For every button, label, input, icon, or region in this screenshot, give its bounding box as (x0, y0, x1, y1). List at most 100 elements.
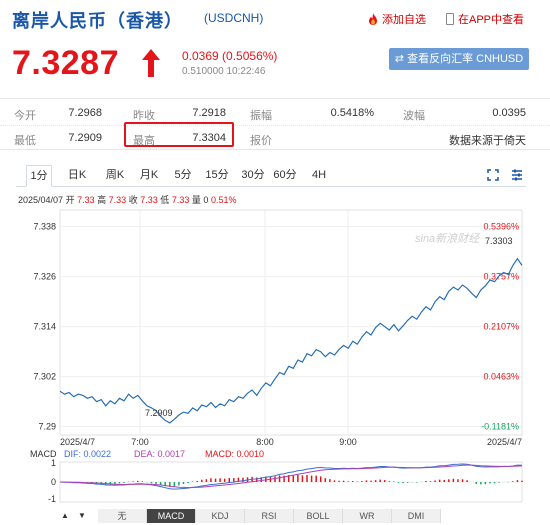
quote-label: 报价 (250, 135, 272, 147)
tab-indicator-boll[interactable]: BOLL (294, 509, 343, 523)
tab-indicator-wr[interactable]: WR (343, 509, 392, 523)
tab-15min[interactable]: 15分 (205, 169, 229, 181)
pct-tick-label: 0.0463% (483, 372, 519, 382)
ohlc-open-label: 开 (65, 195, 75, 205)
open-value: 7.2968 (68, 107, 102, 119)
wave-label: 波幅 (403, 110, 425, 122)
price-chart[interactable]: sina新浪财经 7.338 7.326 7.314 7.302 7.29 0.5396… (0, 205, 550, 505)
pct-tick-label: -0.1181% (481, 422, 519, 432)
tab-5min[interactable]: 5分 (174, 169, 192, 181)
pct-tick-label: 0.5396% (483, 222, 519, 232)
ohlc-high: 7.33 (108, 195, 127, 205)
add-favorite-label: 添加自选 (382, 14, 426, 26)
wave-value: 0.0395 (492, 107, 526, 119)
tab-indicator-none[interactable]: 无 (98, 509, 147, 523)
data-source: 数据来源于倚天 (449, 135, 526, 147)
up-arrow-icon (142, 49, 160, 77)
page-title: 离岸人民币（香港） (12, 11, 183, 31)
macd-dea-line (59, 464, 523, 489)
tab-indicator-rsi[interactable]: RSI (245, 509, 294, 523)
ohlc-readout: 2025/04/07 开 7.33 高 7.33 收 7.33 低 7.33 量… (18, 193, 236, 206)
ohlc-vol: 0 (203, 195, 209, 205)
y-tick-label: 7.338 (33, 222, 56, 232)
high-annotation: 7.3303 (485, 236, 513, 246)
ohlc-close-label: 收 (128, 195, 138, 205)
tab-30min[interactable]: 30分 (241, 169, 265, 181)
fire-icon (369, 13, 377, 25)
macd-dea: DEA: 0.0017 (134, 449, 185, 459)
ohlc-open: 7.33 (77, 195, 95, 205)
x-tick-label: 2025/4/7 (487, 437, 522, 447)
tab-1min[interactable]: 1分 (26, 165, 52, 187)
tab-weekly[interactable]: 周K (105, 169, 125, 181)
plot-frame (59, 209, 523, 436)
ohlc-low: 7.33 (171, 195, 190, 205)
stats-row: 最低 7.2909 最高 7.3304 报价 数据来源于倚天 (0, 125, 550, 149)
macd-tick-label: 1 (51, 458, 56, 468)
reverse-rate-button[interactable]: ⇄ 查看反向汇率 CNHUSD (389, 48, 529, 70)
high-highlight-box (124, 122, 234, 147)
scroll-left-icon[interactable]: ▲ (61, 511, 69, 520)
low-annotation: 7.2909 (145, 408, 173, 418)
tab-indicator-kdj[interactable]: KDJ (196, 509, 245, 523)
add-favorite-button[interactable]: 添加自选 (368, 11, 426, 27)
stats-row: 今开 7.2968 昨收 7.2918 振幅 0.5418% 波幅 0.0395 (0, 101, 550, 125)
indicator-tabs: 无 MACD KDJ RSI BOLL WR DMI (98, 509, 550, 523)
x-axis-ticks: 2025/4/7 7:00 8:00 9:00 2025/4/7 (60, 437, 522, 447)
ohlc-vol-label: 量 (191, 195, 201, 205)
macd-tick-label: 0 (51, 477, 56, 487)
chart-watermark: sina新浪财经 (415, 232, 480, 245)
price-change: 0.0369 (0.5056%) (182, 49, 278, 63)
low-value: 7.2909 (68, 132, 102, 144)
amplitude-label: 振幅 (250, 110, 272, 122)
view-in-app-link[interactable]: 在APP中查看 (446, 11, 524, 27)
y-tick-label: 7.29 (38, 422, 56, 432)
pct-axis-ticks: 0.5396% 0.3757% 0.2107% 0.0463% -0.1181% (481, 222, 519, 432)
fullscreen-icon[interactable] (487, 169, 499, 181)
y-tick-label: 7.326 (33, 272, 56, 282)
stats-table: 今开 7.2968 昨收 7.2918 振幅 0.5418% 波幅 0.0395… (0, 98, 550, 150)
x-tick-label: 7:00 (131, 437, 149, 447)
pct-tick-label: 0.3757% (483, 272, 519, 282)
macd-panel: 1 0 -1 (48, 458, 523, 504)
prev-close-label: 昨收 (133, 110, 155, 122)
scroll-right-icon[interactable]: ▼ (78, 511, 86, 520)
chart-grid (59, 209, 523, 436)
ohlc-close: 7.33 (140, 195, 158, 205)
symbol-code: (USDCNH) (204, 11, 264, 25)
open-label: 今开 (14, 110, 36, 122)
macd-tick-label: -1 (48, 494, 56, 504)
y-axis-ticks: 7.338 7.326 7.314 7.302 7.29 (33, 222, 56, 432)
low-label: 最低 (14, 135, 36, 147)
tab-4h[interactable]: 4H (311, 169, 327, 181)
high-label: 最高 (133, 135, 155, 147)
x-tick-label: 8:00 (256, 437, 274, 447)
phone-icon (446, 13, 454, 25)
prev-close-value: 7.2918 (192, 107, 226, 119)
current-price: 7.3287 (12, 44, 119, 82)
macd-dif-line (59, 463, 523, 490)
macd-value: MACD: 0.0010 (205, 449, 264, 459)
view-in-app-label: 在APP中查看 (458, 14, 525, 26)
settings-icon[interactable] (511, 169, 523, 181)
tab-indicator-macd[interactable]: MACD (147, 509, 196, 523)
quote-timestamp: 0.510000 10:22:46 (182, 66, 266, 77)
chart-period-tabs: 1分 日K 周K 月K 5分 15分 30分 60分 4H (16, 165, 526, 187)
y-tick-label: 7.314 (33, 322, 56, 332)
macd-dif: DIF: 0.0022 (64, 449, 111, 459)
amplitude-value: 0.5418% (330, 107, 374, 119)
x-tick-label: 9:00 (339, 437, 357, 447)
high-value: 7.3304 (192, 132, 226, 144)
tab-monthly[interactable]: 月K (139, 169, 159, 181)
x-tick-label: 2025/4/7 (60, 437, 95, 447)
tab-daily[interactable]: 日K (67, 169, 87, 181)
tab-indicator-dmi[interactable]: DMI (392, 509, 441, 523)
pct-tick-label: 0.2107% (483, 322, 519, 332)
tab-60min[interactable]: 60分 (273, 169, 297, 181)
price-line (59, 257, 523, 424)
ohlc-date: 2025/04/07 (18, 195, 64, 205)
ohlc-pct: 0.51% (210, 195, 237, 205)
header: 离岸人民币（香港） (USDCNH) 添加自选 在APP中查看 (0, 0, 550, 38)
y-tick-label: 7.302 (33, 372, 56, 382)
macd-name: MACD (30, 449, 57, 459)
